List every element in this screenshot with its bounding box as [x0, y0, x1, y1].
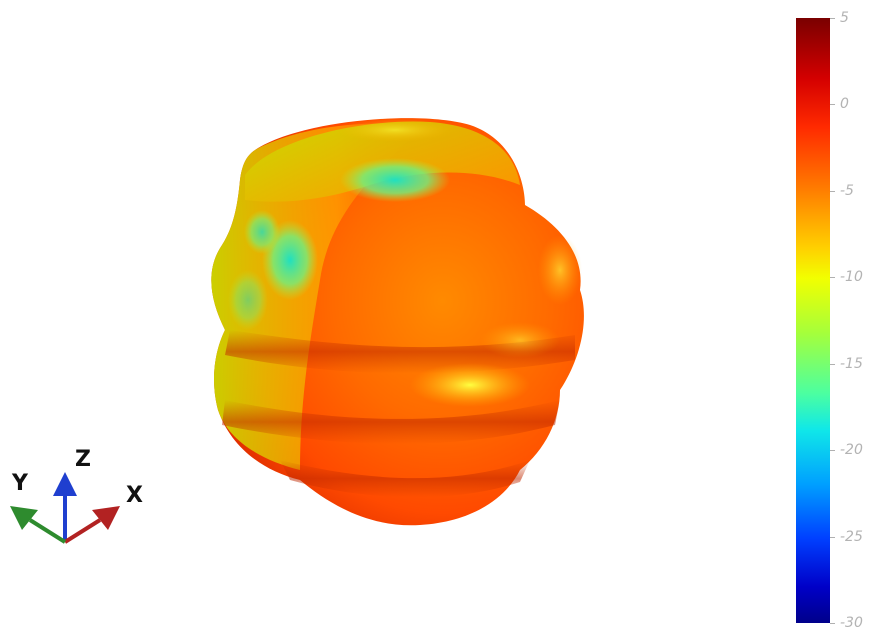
colorbar-tick-label: -30 — [840, 615, 863, 631]
colorbar-tick — [830, 190, 835, 192]
x-axis-arrowhead — [92, 506, 120, 530]
y-axis — [28, 518, 67, 544]
colorbar-tick — [830, 623, 835, 624]
colorbar-tick-label: -20 — [840, 442, 863, 459]
x-axis-label: X — [126, 483, 143, 508]
colorbar-tick-label: 5 — [840, 10, 849, 26]
colorbar-tick — [830, 277, 835, 279]
z-axis-arrowhead — [53, 472, 77, 496]
colorbar-tick-label: -5 — [840, 182, 854, 199]
colorbar-tick-label: -25 — [840, 528, 863, 545]
colorbar-tick-label: 0 — [840, 96, 849, 113]
y-axis-arrowhead — [10, 506, 38, 530]
colorbar-tick-label: -15 — [840, 355, 863, 372]
colorbar-tick — [830, 450, 835, 452]
y-axis-label: Y — [11, 471, 29, 496]
colorbar-tick — [830, 536, 835, 538]
z-axis-label: Z — [75, 447, 91, 472]
colorbar-ticks: 5 0 -5 -10 -15 -20 -25 -30 — [830, 10, 875, 631]
colorbar-tick-label: -10 — [840, 269, 863, 286]
x-axis — [63, 518, 102, 544]
colorbar-tick — [830, 363, 835, 365]
radiation-pattern-3d — [211, 118, 584, 526]
axes-triad: Z X Y — [10, 447, 143, 544]
colorbar-tick — [830, 18, 835, 19]
colorbar-tick — [830, 104, 835, 106]
colorbar — [796, 18, 830, 623]
